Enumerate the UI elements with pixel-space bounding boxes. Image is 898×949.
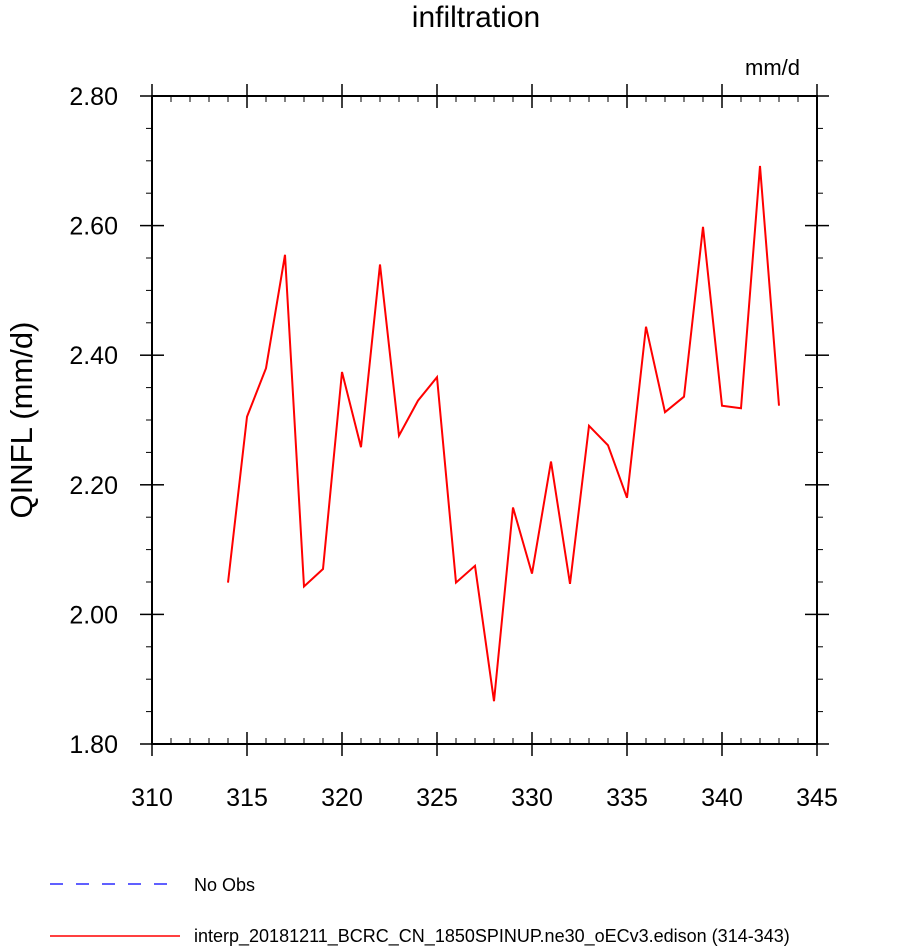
legend-label-no-obs: No Obs <box>194 875 255 895</box>
axis-ticks <box>140 84 829 756</box>
y-tick-label: 2.40 <box>69 342 118 370</box>
x-tick-label: 345 <box>796 784 838 812</box>
chart-title: infiltration <box>412 1 540 34</box>
series-line <box>227 165 780 702</box>
y-tick-label: 2.00 <box>69 601 118 629</box>
y-tick-label: 2.20 <box>69 472 118 500</box>
x-tick-label: 340 <box>701 784 743 812</box>
tick-labels: 310 315 320 325 330 335 340 345 1.80 2.00 2.20 2.40… <box>69 83 838 812</box>
y-tick-label: 2.80 <box>69 83 118 111</box>
x-tick-label: 315 <box>226 784 268 812</box>
data-series <box>227 165 780 702</box>
x-tick-label: 325 <box>416 784 458 812</box>
y-tick-label: 1.80 <box>69 731 118 759</box>
y-tick-label: 2.60 <box>69 213 118 241</box>
legend-label-model: interp_20181211_BCRC_CN_1850SPINUP.ne30_… <box>194 926 790 947</box>
x-tick-label: 310 <box>131 784 173 812</box>
x-tick-label: 335 <box>606 784 648 812</box>
x-tick-label: 330 <box>511 784 553 812</box>
units-label: mm/d <box>745 55 800 80</box>
plot-frame <box>151 95 818 745</box>
x-tick-label: 320 <box>321 784 363 812</box>
legend: No Obs interp_20181211_BCRC_CN_1850SPINU… <box>50 875 790 947</box>
y-axis-label: QINFL (mm/d) <box>4 322 39 519</box>
